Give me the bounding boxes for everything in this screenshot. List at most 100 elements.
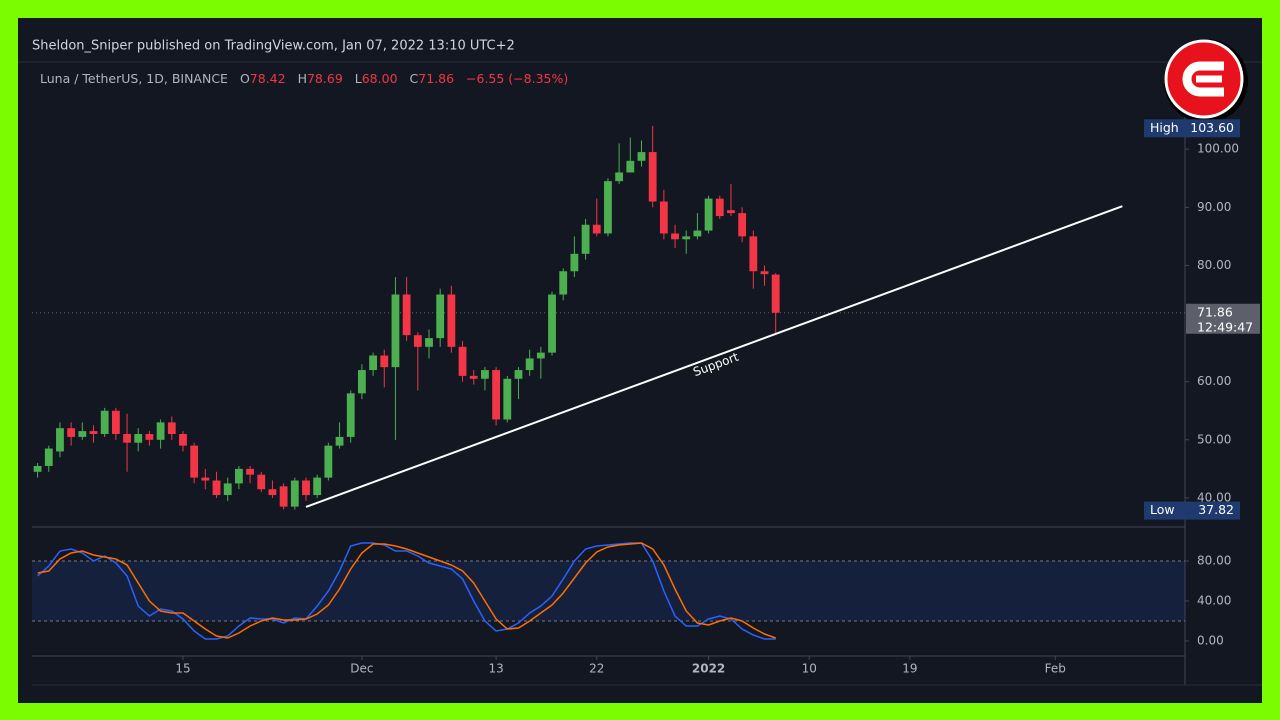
svg-text:Luna / TetherUS, 1D, BINANCE: Luna / TetherUS, 1D, BINANCE O78.42 H78.… xyxy=(40,71,568,86)
x-tick-label: Dec xyxy=(350,662,373,676)
candle-body xyxy=(738,213,747,237)
candle-body xyxy=(100,410,109,434)
candle-body xyxy=(715,198,724,217)
candle-body xyxy=(156,422,165,440)
candle-body xyxy=(290,480,299,507)
candle-body xyxy=(313,477,322,496)
y-tick-label: 80.00 xyxy=(1197,554,1231,568)
candle-body xyxy=(167,422,176,434)
candle-body xyxy=(380,355,389,368)
candle-body xyxy=(212,480,221,496)
indicator-line xyxy=(37,542,776,639)
candle-body xyxy=(78,431,87,437)
candle-body xyxy=(201,477,210,481)
high-value: 103.60 xyxy=(1190,120,1234,135)
candle-body xyxy=(145,434,154,440)
candle-body xyxy=(436,294,445,339)
close: 71.86 xyxy=(418,71,454,86)
candle-body xyxy=(615,172,624,182)
candle-body xyxy=(190,445,199,478)
candle-body xyxy=(67,428,76,437)
candle-body xyxy=(458,346,467,376)
candle-body xyxy=(548,294,556,353)
candle-body xyxy=(626,160,635,173)
candle-body xyxy=(503,378,512,420)
logo xyxy=(1164,39,1248,123)
candle-body xyxy=(514,370,523,379)
candle-body xyxy=(234,468,243,484)
candle-body xyxy=(123,434,131,443)
change: −6.55 (−8.35%) xyxy=(466,71,568,86)
candle-body xyxy=(771,274,780,313)
candle-body xyxy=(447,294,456,347)
trendline xyxy=(305,205,1123,508)
low: 68.00 xyxy=(362,71,398,86)
candle-body xyxy=(749,236,758,272)
low-badge xyxy=(1144,501,1240,520)
last-price-badge xyxy=(1186,303,1260,334)
y-tick-label: 90.00 xyxy=(1197,200,1231,214)
high-label: High xyxy=(1150,120,1179,135)
candle-body xyxy=(648,152,657,202)
x-tick-label: 22 xyxy=(589,662,604,676)
candle-body xyxy=(324,445,333,478)
y-tick-label: 100.00 xyxy=(1197,142,1239,156)
x-tick-label: 13 xyxy=(488,662,503,676)
candle-body xyxy=(525,358,534,371)
y-tick-label: 50.00 xyxy=(1197,432,1231,446)
x-tick-label: 15 xyxy=(175,662,190,676)
candle-body xyxy=(44,448,53,466)
candle-body xyxy=(570,253,579,272)
candle-body xyxy=(637,152,646,161)
candle-body xyxy=(56,428,64,452)
band-fill xyxy=(32,561,1185,621)
low-label: L xyxy=(355,71,362,86)
candle-body xyxy=(704,198,713,231)
chart-background xyxy=(18,18,1262,703)
countdown: 12:49:47 xyxy=(1197,319,1253,334)
candle-body xyxy=(111,410,120,434)
candle-body xyxy=(268,489,277,496)
candle-body xyxy=(492,370,501,420)
candle-body xyxy=(760,271,769,275)
candle-body xyxy=(559,271,568,295)
candle-body xyxy=(727,210,735,214)
candle-body xyxy=(425,338,433,347)
low-value: 37.82 xyxy=(1198,502,1234,517)
low-label: Low xyxy=(1150,502,1175,517)
candle-body xyxy=(659,201,668,234)
high: 78.69 xyxy=(307,71,343,86)
candle-body xyxy=(257,474,266,490)
last-price-label: 71.86 xyxy=(1197,304,1233,319)
publisher-line: Sheldon_Sniper published on TradingView.… xyxy=(32,39,515,54)
plot: 40.00 50.00 60.00 80.00 90.00 100.00 15 Dec 13 22… xyxy=(32,119,1260,676)
candle-body xyxy=(413,335,422,347)
candle-body xyxy=(581,224,590,254)
candle-body xyxy=(179,434,187,446)
candle-body xyxy=(604,181,612,234)
candle-body xyxy=(536,352,545,359)
candle-body xyxy=(391,294,400,368)
y-tick-label: 80.00 xyxy=(1197,258,1231,272)
candle-body xyxy=(671,233,679,240)
candle-body xyxy=(402,294,411,336)
y-tick-label: 40.00 xyxy=(1197,594,1231,608)
candle-body xyxy=(246,468,254,475)
symbol: Luna / TetherUS, 1D, BINANCE xyxy=(40,71,228,86)
open: 78.42 xyxy=(250,71,286,86)
candle-body xyxy=(592,224,601,234)
y-tick-label: 40.00 xyxy=(1197,490,1231,504)
candle-body xyxy=(335,436,344,446)
candle-body xyxy=(89,431,98,434)
candle-body xyxy=(279,486,288,507)
y-tick-label: 0.00 xyxy=(1197,634,1224,648)
candle-body xyxy=(469,375,478,379)
indicator-line xyxy=(37,542,776,640)
high-label: H xyxy=(298,71,307,86)
y-tick-label: 60.00 xyxy=(1197,374,1231,388)
candle-body xyxy=(346,393,355,437)
open-label: O xyxy=(240,71,250,86)
x-tick-label: Feb xyxy=(1045,662,1066,676)
candle-body xyxy=(302,480,310,496)
